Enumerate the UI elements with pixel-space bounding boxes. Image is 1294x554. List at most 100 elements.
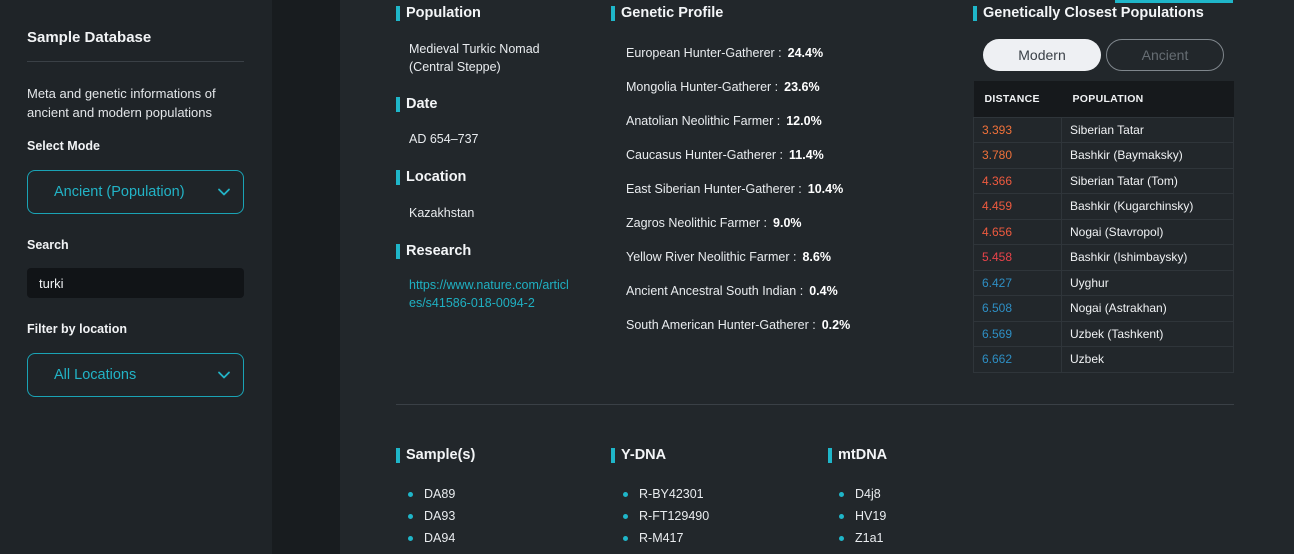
component-value: 8.6% (802, 250, 831, 264)
component-value: 11.4% (789, 148, 824, 162)
mtdna-item: Z1a1 (839, 531, 884, 545)
component-value: 0.2% (821, 318, 851, 332)
heading-accent (828, 447, 832, 463)
bullet-icon (839, 491, 844, 497)
component-value: 10.4% (807, 182, 844, 196)
mtdna-item-label: Z1a1 (855, 531, 884, 545)
ydna-item-label: R-FT129490 (639, 509, 710, 523)
main-panel: Population Medieval Turkic Nomad (Centra… (340, 0, 1294, 554)
distance-cell: 6.569 (973, 320, 1062, 347)
component-name: Caucasus Hunter-Gatherer : (626, 148, 784, 162)
location-value: Kazakhstan (409, 206, 475, 220)
genetic-component-row: Caucasus Hunter-Gatherer : 11.4% (626, 148, 824, 162)
bullet-icon (839, 535, 844, 541)
ydna-item-label: R-M417 (639, 531, 684, 545)
distance-cell: 3.393 (973, 116, 1062, 143)
distance-cell: 4.656 (973, 218, 1062, 245)
component-value: 12.0% (786, 114, 822, 128)
component-value: 9.0% (773, 216, 802, 230)
table-header-row: DISTANCE POPULATION (973, 81, 1234, 117)
distance-cell: 5.458 (973, 244, 1062, 271)
component-name: Zagros Neolithic Farmer : (626, 216, 768, 230)
genetic-component-row: Zagros Neolithic Farmer : 9.0% (626, 216, 802, 230)
heading-accent (611, 5, 615, 21)
component-value: 23.6% (784, 80, 820, 94)
location-filter-label: Filter by location (27, 322, 128, 336)
heading-accent (396, 169, 400, 185)
sample-item: DA94 (408, 531, 455, 545)
table-row: 3.393 Siberian Tatar (973, 116, 1234, 143)
bullet-icon (623, 491, 628, 497)
distance-cell: 4.366 (973, 167, 1062, 194)
component-name: South American Hunter-Gatherer : (626, 318, 816, 332)
table-row: 5.458 Bashkir (Ishimbaysky) (973, 244, 1234, 271)
search-label: Search (27, 238, 69, 252)
bullet-icon (623, 513, 628, 519)
distance-column-header: DISTANCE (973, 81, 1062, 117)
table-row: 6.569 Uzbek (Tashkent) (973, 320, 1234, 347)
component-name: East Siberian Hunter-Gatherer : (626, 182, 802, 196)
research-link[interactable]: https://www.nature.com/articles/s41586-0… (409, 278, 569, 310)
select-mode-value: Ancient (Population) (54, 184, 185, 200)
sample-item-label: DA89 (424, 487, 456, 501)
population-value: Medieval Turkic Nomad (Central Steppe) (409, 42, 540, 74)
table-row: 6.427 Uyghur (973, 269, 1234, 296)
genetic-component-row: East Siberian Hunter-Gatherer : 10.4% (626, 182, 843, 196)
genetic-component-row: South American Hunter-Gatherer : 0.2% (626, 318, 850, 332)
gutter (272, 0, 340, 554)
location-heading: Location (396, 169, 466, 185)
mtdna-item: HV19 (839, 509, 886, 523)
component-name: Mongolia Hunter-Gatherer : (626, 80, 779, 94)
top-accent-bar (1115, 0, 1233, 3)
table-row: 4.459 Bashkir (Kugarchinsky) (973, 193, 1234, 220)
distance-cell: 6.508 (973, 295, 1062, 322)
population-cell: Bashkir (Baymaksky) (1061, 142, 1234, 169)
distance-cell: 4.459 (973, 193, 1062, 220)
population-heading: Population (396, 5, 481, 21)
component-name: Anatolian Neolithic Farmer : (626, 114, 781, 128)
heading-accent (396, 96, 400, 112)
sample-item-label: DA93 (424, 509, 456, 523)
genetic-component-row: Yellow River Neolithic Farmer : 8.6% (626, 250, 831, 264)
heading-accent (396, 5, 400, 21)
genetic-profile-heading: Genetic Profile (611, 5, 723, 21)
closest-populations-heading: Genetically Closest Populations (973, 5, 1204, 21)
table-row: 4.656 Nogai (Stavropol) (973, 218, 1234, 245)
location-filter-dropdown[interactable]: All Locations (27, 353, 244, 397)
heading-accent (611, 447, 615, 463)
table-row: 6.508 Nogai (Astrakhan) (973, 295, 1234, 322)
ydna-heading: Y-DNA (611, 447, 666, 463)
distance-cell: 3.780 (973, 142, 1062, 169)
genetic-component-row: European Hunter-Gatherer : 24.4% (626, 46, 823, 60)
population-cell: Bashkir (Ishimbaysky) (1061, 244, 1234, 271)
mtdna-heading: mtDNA (828, 447, 887, 463)
search-input[interactable] (27, 268, 244, 298)
component-name: Yellow River Neolithic Farmer : (626, 250, 797, 264)
mtdna-item-label: D4j8 (855, 487, 881, 501)
ydna-item: R-M417 (623, 531, 683, 545)
distance-cell: 6.662 (973, 346, 1062, 373)
select-mode-dropdown[interactable]: Ancient (Population) (27, 170, 244, 214)
heading-accent (973, 5, 977, 21)
component-value: 0.4% (809, 284, 838, 298)
population-cell: Uzbek (Tashkent) (1061, 320, 1234, 347)
sidebar-description: Meta and genetic informations of ancient… (27, 86, 216, 120)
heading-accent (396, 243, 400, 259)
ydna-item: R-FT129490 (623, 509, 709, 523)
mtdna-item: D4j8 (839, 487, 881, 501)
component-value: 24.4% (787, 46, 824, 60)
closest-populations-table: DISTANCE POPULATION 3.393 Siberian Tatar 3… (973, 81, 1234, 373)
sample-item: DA93 (408, 509, 455, 523)
ydna-item-label: R-BY42301 (639, 487, 704, 501)
bullet-icon (408, 513, 413, 519)
table-row: 4.366 Siberian Tatar (Tom) (973, 167, 1234, 194)
modern-toggle-button[interactable]: Modern (983, 39, 1101, 71)
genetic-component-row: Ancient Ancestral South Indian : 0.4% (626, 284, 838, 298)
bullet-icon (839, 513, 844, 519)
component-name: European Hunter-Gatherer : (626, 46, 782, 60)
ancient-toggle-button[interactable]: Ancient (1106, 39, 1224, 71)
table-row: 3.780 Bashkir (Baymaksky) (973, 142, 1234, 169)
chevron-down-icon (218, 371, 230, 379)
sidebar: Sample Database Meta and genetic informa… (0, 0, 272, 554)
population-cell: Uzbek (1061, 346, 1234, 373)
